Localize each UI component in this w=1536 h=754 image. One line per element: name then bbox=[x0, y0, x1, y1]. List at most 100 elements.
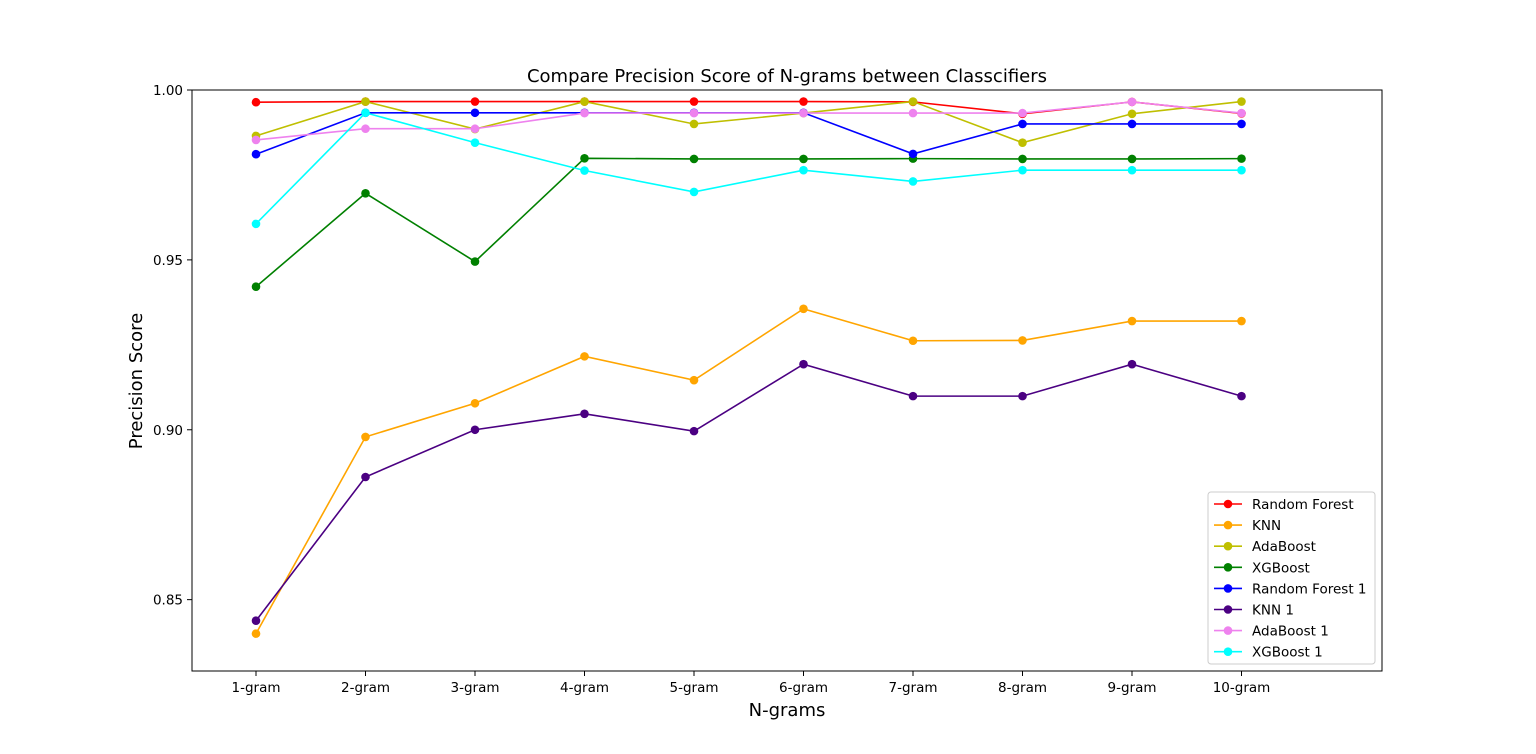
data-point bbox=[251, 616, 261, 626]
data-point bbox=[361, 108, 370, 118]
data-point bbox=[251, 629, 261, 638]
data-point bbox=[689, 375, 699, 385]
y-tick-label: 0.90 bbox=[153, 423, 183, 439]
data-point bbox=[361, 432, 370, 442]
legend-marker bbox=[1223, 647, 1233, 656]
series-line bbox=[255, 101, 1242, 141]
x-tick-label: 9-gram bbox=[1107, 680, 1156, 696]
data-point bbox=[1127, 109, 1137, 119]
data-point bbox=[470, 124, 480, 134]
x-tick-label: 5-gram bbox=[669, 680, 718, 696]
data-point bbox=[799, 359, 808, 369]
data-point bbox=[908, 149, 918, 159]
plot-area: 1-gram 2-gram 3-gram 4-gram 5-gram 6-gram 7-gr… bbox=[153, 83, 1383, 696]
data-point bbox=[1018, 108, 1027, 118]
data-point bbox=[580, 352, 589, 361]
data-point bbox=[361, 188, 370, 198]
data-point bbox=[908, 391, 918, 401]
data-point bbox=[799, 165, 808, 175]
data-point bbox=[1127, 165, 1137, 175]
series-random-forest-1 bbox=[251, 108, 1246, 159]
x-tick-label: 6-gram bbox=[779, 680, 828, 696]
legend-marker bbox=[1223, 499, 1233, 509]
data-point bbox=[470, 108, 480, 118]
legend-item: Random Forest 1 bbox=[1214, 581, 1367, 597]
data-point bbox=[799, 108, 808, 118]
legend-item: XGBoost 1 bbox=[1214, 645, 1323, 661]
legend-item: XGBoost bbox=[1214, 560, 1310, 576]
legend-label: AdaBoost bbox=[1252, 539, 1316, 555]
series-knn bbox=[251, 304, 1246, 638]
data-point bbox=[799, 154, 808, 164]
legend-label: Random Forest bbox=[1252, 497, 1354, 513]
data-point bbox=[1237, 391, 1246, 401]
data-point bbox=[470, 398, 480, 408]
data-point bbox=[1018, 165, 1027, 175]
data-point bbox=[580, 108, 589, 118]
legend-item: AdaBoost bbox=[1214, 539, 1316, 555]
data-point bbox=[1127, 97, 1137, 107]
data-point bbox=[908, 177, 918, 186]
data-point bbox=[799, 304, 808, 314]
data-point bbox=[1018, 119, 1027, 129]
legend-item: AdaBoost 1 bbox=[1214, 624, 1329, 640]
data-point bbox=[251, 97, 261, 107]
legend-marker bbox=[1223, 605, 1233, 614]
legend-marker bbox=[1223, 626, 1233, 635]
data-point bbox=[1018, 391, 1027, 401]
data-point bbox=[1127, 359, 1137, 369]
y-axis-label: Precision Score bbox=[126, 313, 147, 449]
data-point bbox=[251, 219, 261, 229]
data-point bbox=[580, 409, 589, 419]
y-tick-label: 1.00 bbox=[153, 83, 183, 99]
plot-frame bbox=[191, 89, 1383, 672]
data-point bbox=[1237, 97, 1246, 106]
legend-label: KNN 1 bbox=[1252, 603, 1294, 619]
series-random-forest bbox=[251, 97, 1246, 119]
series-line bbox=[255, 111, 1242, 225]
data-point bbox=[361, 472, 370, 482]
data-point bbox=[580, 97, 589, 106]
series-line bbox=[255, 100, 1242, 144]
data-point bbox=[908, 108, 918, 118]
data-point bbox=[580, 166, 589, 175]
series-adaboost-1 bbox=[251, 97, 1246, 145]
data-point bbox=[361, 124, 370, 134]
data-point bbox=[251, 149, 261, 159]
data-point bbox=[470, 97, 480, 106]
x-tick-label: 10-gram bbox=[1213, 680, 1271, 696]
legend-label: Random Forest 1 bbox=[1252, 581, 1367, 597]
chart-title: Compare Precision Score of N-grams betwe… bbox=[527, 66, 1047, 87]
x-tick-label: 3-gram bbox=[450, 680, 499, 696]
data-point bbox=[1018, 138, 1027, 147]
legend: Random Forest KNN AdaBoost XGBoost Random Fo… bbox=[1207, 491, 1376, 665]
data-point bbox=[470, 257, 480, 266]
legend-item: KNN bbox=[1214, 518, 1281, 534]
data-point bbox=[799, 97, 808, 106]
legend-box bbox=[1207, 491, 1376, 665]
data-point bbox=[689, 154, 699, 164]
data-point bbox=[1127, 154, 1137, 164]
data-point bbox=[1237, 316, 1246, 326]
legend-marker bbox=[1223, 563, 1233, 572]
x-tick-label: 4-gram bbox=[560, 680, 609, 696]
data-point bbox=[1237, 154, 1246, 163]
series-xgboost bbox=[251, 153, 1246, 292]
data-point bbox=[689, 426, 699, 436]
data-point bbox=[251, 282, 261, 292]
x-tick-label: 8-gram bbox=[998, 680, 1047, 696]
legend-marker bbox=[1223, 520, 1233, 530]
data-point bbox=[1237, 165, 1246, 175]
x-axis-label: N-grams bbox=[749, 700, 826, 721]
data-point bbox=[1237, 108, 1246, 118]
legend-label: KNN bbox=[1252, 518, 1281, 534]
data-point bbox=[689, 187, 699, 197]
legend-marker bbox=[1223, 541, 1233, 551]
y-tick-label: 0.95 bbox=[153, 253, 183, 269]
series-knn-1 bbox=[251, 359, 1246, 626]
data-point bbox=[689, 108, 699, 118]
data-point bbox=[689, 119, 699, 129]
series-line bbox=[255, 157, 1242, 288]
data-point bbox=[470, 425, 480, 435]
legend-label: AdaBoost 1 bbox=[1252, 624, 1329, 640]
